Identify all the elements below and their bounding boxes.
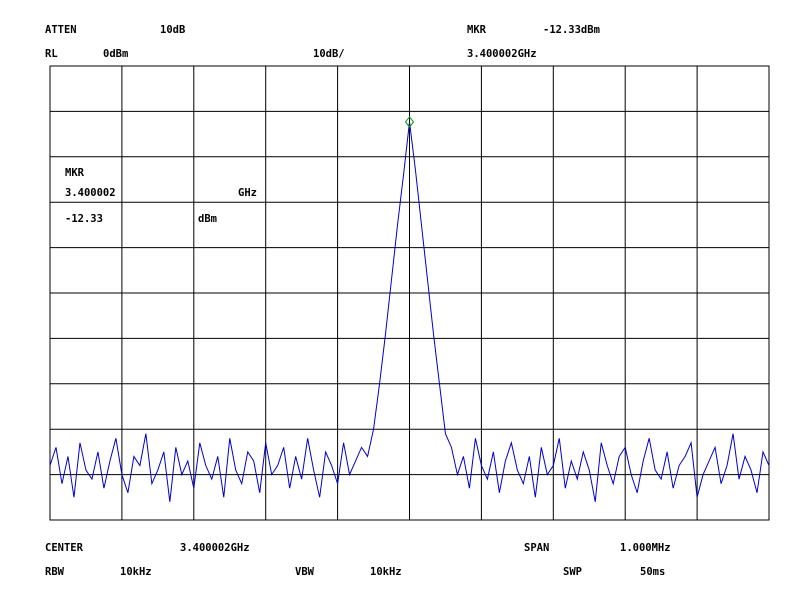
- vbw-label: VBW: [295, 566, 315, 578]
- span-value: 1.000MHz: [620, 542, 671, 554]
- vbw-value: 10kHz: [370, 566, 402, 578]
- box-level-unit: dBm: [198, 213, 217, 225]
- atten-label: ATTEN: [45, 24, 77, 36]
- mkr-label: MKR: [467, 24, 487, 36]
- rl-value: 0dBm: [103, 48, 128, 60]
- rbw-value: 10kHz: [120, 566, 152, 578]
- span-label: SPAN: [524, 542, 549, 554]
- mkr-freq: 3.400002GHz: [467, 48, 537, 60]
- box-freq: 3.400002: [65, 187, 116, 199]
- center-label: CENTER: [45, 542, 84, 554]
- rbw-label: RBW: [45, 566, 65, 578]
- box-mkr-label: MKR: [65, 167, 85, 179]
- trace: [49, 121, 770, 502]
- atten-value: 10dB: [160, 24, 185, 36]
- rl-label: RL: [45, 48, 58, 60]
- swp-value: 50ms: [640, 566, 665, 578]
- box-freq-unit: GHz: [238, 187, 257, 199]
- scale: 10dB/: [313, 48, 345, 60]
- center-value: 3.400002GHz: [180, 542, 250, 554]
- marker: [404, 116, 415, 128]
- swp-label: SWP: [563, 566, 582, 578]
- box-level: -12.33: [65, 213, 103, 225]
- mkr-level: -12.33dBm: [543, 24, 600, 36]
